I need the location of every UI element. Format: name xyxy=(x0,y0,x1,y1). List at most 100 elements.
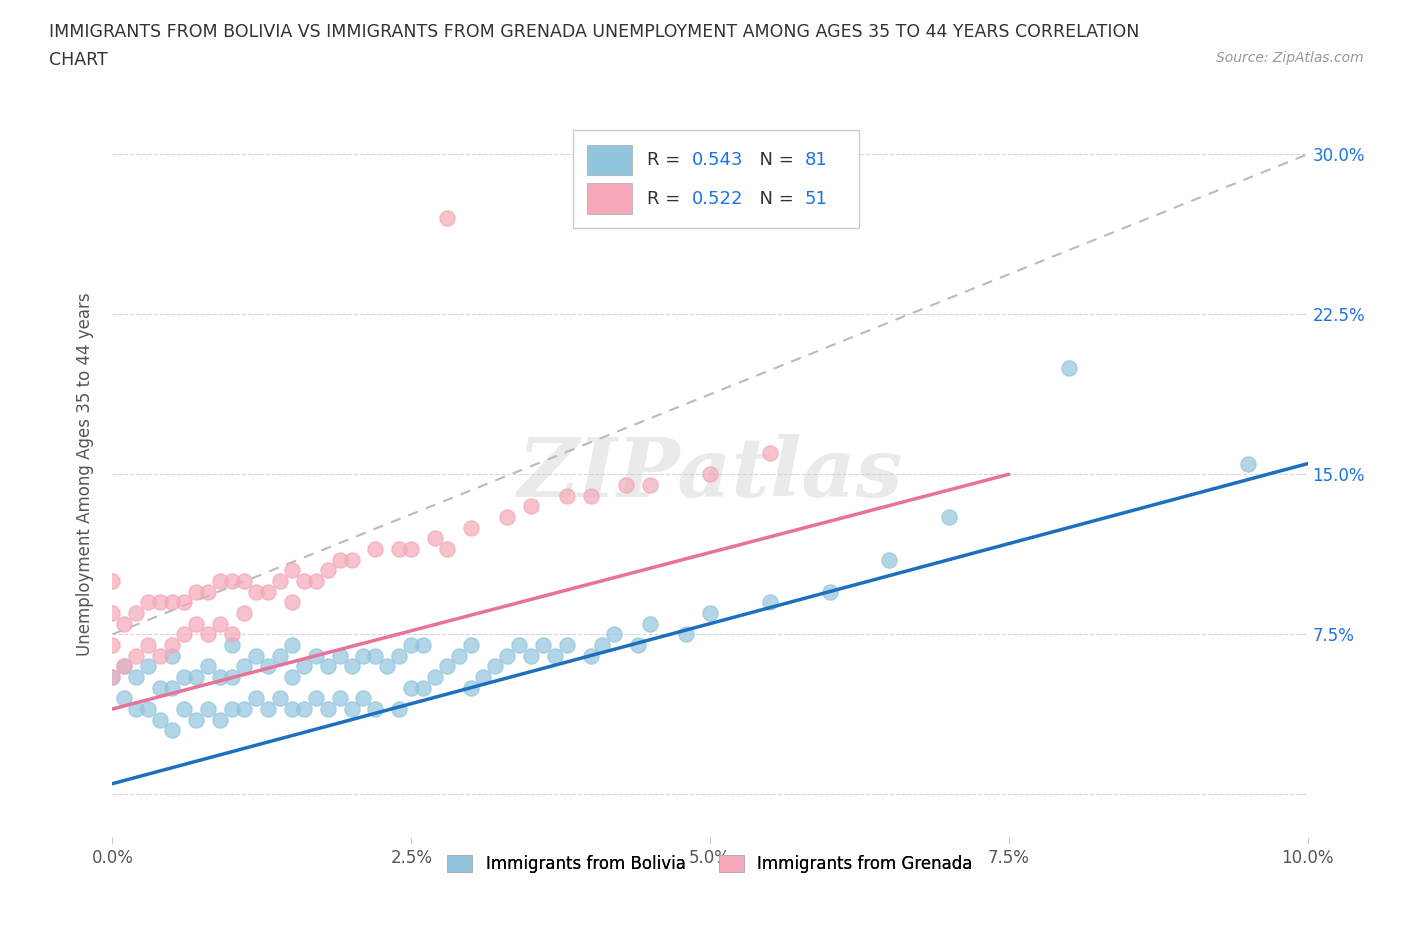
Point xyxy=(125,670,148,684)
Point xyxy=(149,680,172,695)
Point xyxy=(879,552,901,567)
Text: R =: R = xyxy=(647,190,686,207)
Point xyxy=(675,627,697,642)
Point xyxy=(364,648,387,663)
Point xyxy=(221,574,243,589)
Point xyxy=(436,211,458,226)
Point xyxy=(496,648,519,663)
Point xyxy=(114,658,135,673)
Point xyxy=(484,658,506,673)
Point xyxy=(257,658,280,673)
Point xyxy=(186,617,208,631)
Point xyxy=(472,670,495,684)
Point xyxy=(508,638,530,653)
Point xyxy=(316,658,339,673)
Point xyxy=(436,541,458,556)
Point xyxy=(1057,360,1080,375)
Point xyxy=(209,617,232,631)
Point xyxy=(162,680,183,695)
Point xyxy=(173,595,195,610)
Point xyxy=(257,584,280,599)
Text: ZIPatlas: ZIPatlas xyxy=(517,434,903,514)
Point xyxy=(425,531,447,546)
FancyBboxPatch shape xyxy=(586,183,633,214)
Point xyxy=(233,574,256,589)
Y-axis label: Unemployment Among Ages 35 to 44 years: Unemployment Among Ages 35 to 44 years xyxy=(76,293,94,656)
Text: R =: R = xyxy=(647,152,686,169)
Point xyxy=(221,670,243,684)
Point xyxy=(125,605,148,620)
Point xyxy=(520,648,543,663)
Point xyxy=(412,638,434,653)
Point xyxy=(401,541,423,556)
Point xyxy=(101,670,124,684)
Point xyxy=(269,691,291,706)
Point xyxy=(149,712,172,727)
Point xyxy=(101,574,124,589)
Text: Source: ZipAtlas.com: Source: ZipAtlas.com xyxy=(1216,51,1364,65)
Point xyxy=(269,574,291,589)
Point xyxy=(364,701,387,716)
Point xyxy=(281,670,304,684)
Point xyxy=(281,563,304,578)
Point xyxy=(209,712,232,727)
Point xyxy=(245,691,267,706)
Point xyxy=(138,638,160,653)
Point xyxy=(531,638,554,653)
Point xyxy=(173,701,195,716)
Text: 0.543: 0.543 xyxy=(692,152,744,169)
Point xyxy=(233,658,256,673)
Text: 51: 51 xyxy=(804,190,827,207)
Text: 81: 81 xyxy=(804,152,827,169)
Point xyxy=(149,595,172,610)
Point xyxy=(377,658,399,673)
Point xyxy=(520,498,543,513)
Point xyxy=(138,701,160,716)
Point xyxy=(425,670,447,684)
Point xyxy=(245,648,267,663)
Point xyxy=(388,541,411,556)
Point xyxy=(699,467,721,482)
Point xyxy=(292,574,315,589)
Point xyxy=(292,701,315,716)
Text: 0.522: 0.522 xyxy=(692,190,744,207)
Point xyxy=(353,648,375,663)
Point xyxy=(305,648,328,663)
Point xyxy=(699,605,721,620)
Point xyxy=(388,648,411,663)
Point xyxy=(221,638,243,653)
FancyBboxPatch shape xyxy=(572,130,859,228)
Point xyxy=(292,658,315,673)
Point xyxy=(449,648,471,663)
Point xyxy=(603,627,626,642)
Point xyxy=(233,605,256,620)
Point xyxy=(353,691,375,706)
Text: IMMIGRANTS FROM BOLIVIA VS IMMIGRANTS FROM GRENADA UNEMPLOYMENT AMONG AGES 35 TO: IMMIGRANTS FROM BOLIVIA VS IMMIGRANTS FR… xyxy=(49,23,1140,41)
Point xyxy=(173,627,195,642)
Point xyxy=(388,701,411,716)
Point xyxy=(640,477,662,492)
Text: N =: N = xyxy=(748,190,800,207)
Point xyxy=(460,638,482,653)
Point xyxy=(364,541,387,556)
Point xyxy=(627,638,650,653)
Point xyxy=(114,658,135,673)
Point xyxy=(197,627,219,642)
Point xyxy=(1237,457,1260,472)
Point xyxy=(233,701,256,716)
Point xyxy=(412,680,434,695)
Point xyxy=(329,648,352,663)
Point xyxy=(305,574,328,589)
Point xyxy=(197,658,219,673)
Point xyxy=(436,658,458,673)
Point xyxy=(555,638,578,653)
Point xyxy=(138,658,160,673)
Point xyxy=(616,477,638,492)
Point xyxy=(759,595,782,610)
Point xyxy=(401,680,423,695)
Point xyxy=(496,510,519,525)
Point xyxy=(186,670,208,684)
Point xyxy=(555,488,578,503)
Point xyxy=(101,638,124,653)
Point xyxy=(305,691,328,706)
